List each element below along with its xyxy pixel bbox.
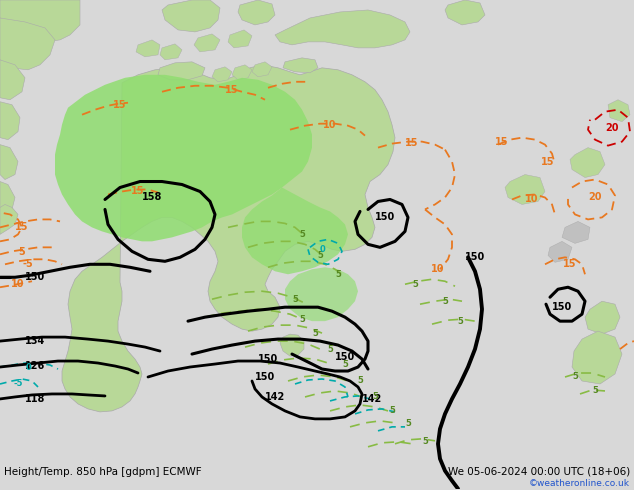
Text: 150: 150 [465, 252, 485, 262]
Text: 5: 5 [405, 419, 411, 428]
Polygon shape [228, 30, 252, 48]
Text: ©weatheronline.co.uk: ©weatheronline.co.uk [529, 479, 630, 488]
Polygon shape [252, 62, 272, 77]
Text: 15: 15 [495, 137, 508, 147]
Text: 150: 150 [255, 372, 275, 382]
Polygon shape [212, 67, 232, 82]
Polygon shape [0, 0, 80, 42]
Polygon shape [280, 334, 304, 356]
Text: 5: 5 [442, 297, 448, 306]
Text: 5: 5 [312, 329, 318, 338]
Polygon shape [0, 145, 18, 179]
Polygon shape [232, 65, 252, 80]
Polygon shape [548, 242, 572, 262]
Text: 5: 5 [292, 294, 298, 304]
Polygon shape [572, 331, 622, 384]
Text: 5: 5 [299, 315, 305, 324]
Text: 0: 0 [319, 245, 325, 254]
Text: 5: 5 [572, 372, 578, 382]
Text: 126: 126 [25, 361, 45, 371]
Polygon shape [55, 75, 312, 242]
Text: 5: 5 [412, 280, 418, 289]
Text: 15: 15 [225, 85, 239, 95]
Polygon shape [136, 40, 160, 57]
Polygon shape [162, 0, 220, 32]
Text: 5: 5 [592, 387, 598, 395]
Polygon shape [505, 174, 545, 204]
Text: 20: 20 [588, 193, 602, 202]
Text: 150: 150 [25, 272, 45, 282]
Text: 150: 150 [258, 354, 278, 364]
Text: 5: 5 [327, 344, 333, 354]
Text: -5: -5 [23, 259, 34, 270]
Text: 5: 5 [342, 360, 348, 368]
Text: 142: 142 [265, 392, 285, 402]
Polygon shape [570, 147, 605, 177]
Text: 10: 10 [323, 120, 337, 130]
Text: 15: 15 [113, 100, 127, 110]
Text: 158: 158 [142, 193, 162, 202]
Text: 5: 5 [317, 251, 323, 260]
Text: 150: 150 [335, 352, 355, 362]
Polygon shape [608, 100, 630, 122]
Polygon shape [0, 18, 55, 70]
Text: 5: 5 [357, 376, 363, 386]
Text: 150: 150 [552, 302, 572, 312]
Polygon shape [194, 34, 220, 52]
Polygon shape [238, 0, 275, 25]
Text: 15: 15 [405, 138, 418, 147]
Text: 15: 15 [563, 259, 577, 270]
Text: 150: 150 [375, 213, 395, 222]
Text: 15: 15 [541, 157, 555, 167]
Polygon shape [242, 188, 348, 274]
Text: 10: 10 [525, 195, 539, 204]
Polygon shape [562, 221, 590, 244]
Text: 5: 5 [299, 230, 305, 239]
Text: 15: 15 [15, 222, 29, 232]
Text: Height/Temp. 850 hPa [gdpm] ECMWF: Height/Temp. 850 hPa [gdpm] ECMWF [4, 467, 202, 477]
Text: 142: 142 [362, 394, 382, 404]
Text: 0: 0 [25, 363, 31, 371]
Polygon shape [283, 58, 318, 73]
Text: 5: 5 [422, 437, 428, 446]
Text: 5: 5 [457, 317, 463, 326]
Polygon shape [0, 60, 25, 100]
Text: 5: 5 [18, 247, 25, 257]
Polygon shape [0, 181, 15, 215]
Polygon shape [62, 65, 395, 412]
Polygon shape [0, 102, 20, 140]
Polygon shape [285, 267, 358, 321]
Polygon shape [0, 204, 18, 234]
Polygon shape [275, 10, 410, 48]
Text: 10: 10 [431, 264, 444, 274]
Text: 5: 5 [372, 392, 378, 401]
Polygon shape [445, 0, 485, 25]
Text: 5: 5 [389, 406, 395, 416]
Text: We 05-06-2024 00:00 UTC (18+06): We 05-06-2024 00:00 UTC (18+06) [448, 467, 630, 477]
Text: 10: 10 [11, 279, 25, 289]
Polygon shape [585, 301, 620, 334]
Polygon shape [160, 44, 182, 60]
Polygon shape [158, 62, 205, 80]
Text: 118: 118 [25, 394, 45, 404]
Text: -5: -5 [13, 379, 23, 389]
Text: 15: 15 [131, 187, 145, 196]
Text: 5: 5 [335, 270, 341, 279]
Text: 20: 20 [605, 122, 619, 133]
Text: 134: 134 [25, 336, 45, 346]
